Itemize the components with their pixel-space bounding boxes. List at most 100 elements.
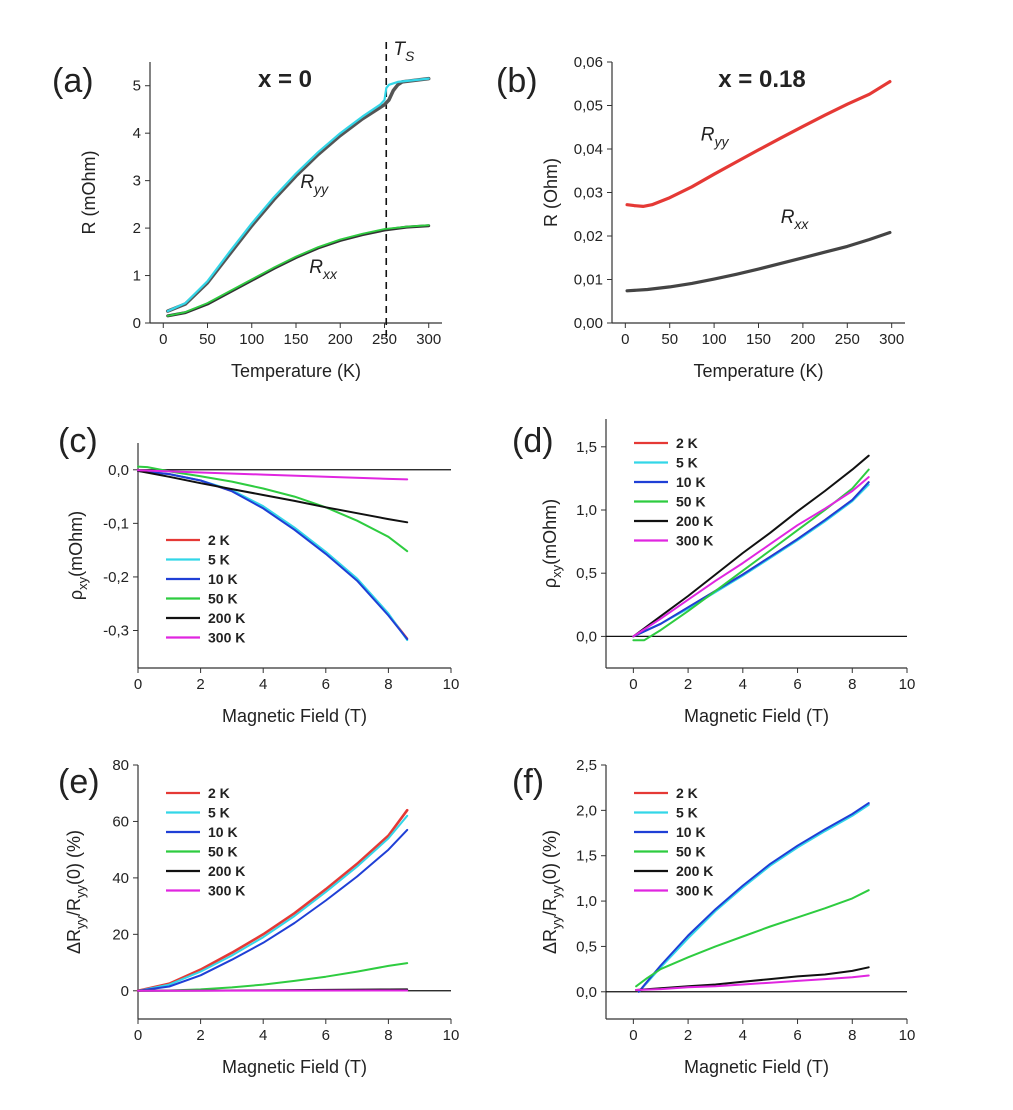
- x-tick-label: 150: [746, 331, 771, 348]
- x-tick-label: 0: [159, 331, 167, 348]
- series-line-b-1: [625, 230, 892, 293]
- x-tick-label: 8: [384, 1027, 392, 1044]
- y-tick-label: -0,2: [103, 569, 129, 586]
- x-tick-label: 10: [443, 1027, 460, 1044]
- x-tick-label: 4: [739, 676, 747, 693]
- legend-entry: 50 K: [208, 844, 238, 860]
- x-tick-label: 8: [848, 1027, 856, 1044]
- x-tick-label: 8: [384, 676, 392, 693]
- series-line-f-5: [635, 974, 870, 991]
- y-tick-label: 0,5: [576, 938, 597, 955]
- series-line-d-5: [632, 476, 870, 638]
- legend-entry: 10 K: [676, 824, 706, 840]
- legend-entry: 300 K: [676, 883, 713, 899]
- series-line-e-2: [137, 828, 409, 992]
- x-tick-label: 4: [259, 676, 267, 693]
- y-axis-label: ΔRyy/Ryy(0) (%): [540, 830, 564, 954]
- annotation-Ryy: Ryy: [701, 124, 730, 149]
- series-line-c-5: [137, 469, 409, 481]
- y-tick-label: 0,04: [574, 141, 603, 158]
- x-tick-label: 10: [899, 676, 916, 693]
- x-tick-label: 200: [790, 331, 815, 348]
- y-tick-label: 80: [112, 757, 129, 774]
- x-tick-label: 2: [196, 676, 204, 693]
- series-line-a-0: [165, 76, 431, 313]
- legend-entry: 5 K: [676, 805, 698, 821]
- legend: 2 K 5 K 10 K 50 K 200 K 300 K: [634, 785, 713, 899]
- legend-entry: 5 K: [208, 805, 230, 821]
- legend-entry: 50 K: [676, 844, 706, 860]
- legend-entry: 10 K: [208, 571, 238, 587]
- x-tick-label: 200: [328, 331, 353, 348]
- y-tick-label: 0,0: [576, 984, 597, 1001]
- panel-label: (b): [496, 62, 538, 100]
- x-tick-label: 250: [835, 331, 860, 348]
- y-tick-label: 0,0: [108, 462, 129, 479]
- x-axis-label: Temperature (K): [693, 361, 823, 381]
- y-tick-label: 2,0: [576, 802, 597, 819]
- x-tick-label: 6: [793, 1027, 801, 1044]
- y-axis-label: ρxy(mOhm): [66, 511, 90, 600]
- y-tick-label: 0,01: [574, 272, 603, 289]
- chart-panel-d: 0 2 4 6 8 10 0,0 0,5 1,0 1,5 Magnetic Field (T) ρxy…: [512, 419, 915, 726]
- series-line-d-2: [632, 481, 870, 638]
- legend-entry: 2 K: [208, 532, 230, 548]
- x-tick-label: 10: [899, 1027, 916, 1044]
- annotation-Rxx: Rxx: [309, 257, 338, 282]
- y-tick-label: 1,5: [576, 439, 597, 456]
- y-tick-label: 1,0: [576, 502, 597, 519]
- y-tick-label: 20: [112, 926, 129, 943]
- x-tick-label: 4: [739, 1027, 747, 1044]
- series-line-a-2: [166, 224, 431, 318]
- x-tick-label: 6: [322, 1027, 330, 1044]
- x-tick-label: 0: [629, 1027, 637, 1044]
- chart-title: x = 0.18: [718, 66, 805, 93]
- chart-panel-f: 0 2 4 6 8 10 0,0 0,5 1,0 1,5 2,0 2,5 Magnetic Field …: [512, 757, 915, 1077]
- chart-panel-e: 0 2 4 6 8 10 0 20 40 60 80 Magnetic Field (T) ΔRyy/R…: [58, 757, 459, 1077]
- y-tick-label: 0,00: [574, 315, 603, 332]
- legend: 2 K 5 K 10 K 50 K 200 K 300 K: [634, 435, 713, 549]
- legend-entry: 10 K: [208, 824, 238, 840]
- x-tick-label: 0: [629, 676, 637, 693]
- x-tick-label: 6: [322, 676, 330, 693]
- legend-entry: 200 K: [676, 863, 713, 879]
- y-tick-label: 4: [133, 125, 141, 142]
- panel-label: (c): [58, 422, 98, 460]
- y-axis-label: ΔRyy/Ryy(0) (%): [64, 830, 88, 954]
- x-tick-label: 300: [416, 331, 441, 348]
- chart-panel-c: 0 2 4 6 8 10 -0,3 -0,2 -0,1 0,0 Magnetic Field (T)…: [58, 422, 459, 726]
- annotation-Rxx: Rxx: [781, 207, 810, 232]
- legend-entry: 300 K: [676, 533, 713, 549]
- legend: 2 K 5 K 10 K 50 K 200 K 300 K: [166, 532, 245, 646]
- x-tick-label: 2: [684, 1027, 692, 1044]
- series-line-c-4: [137, 469, 409, 524]
- y-tick-label: 0,05: [574, 98, 603, 115]
- y-tick-label: 1,0: [576, 893, 597, 910]
- y-tick-label: 0,02: [574, 228, 603, 245]
- x-tick-label: 50: [661, 331, 678, 348]
- y-tick-label: 0,5: [576, 565, 597, 582]
- chart-panel-a: 0 50 100 150 200 250 300 0 1 2 3 4 5 Temperature (K) R…: [52, 39, 442, 381]
- series-line-e-0: [136, 808, 409, 993]
- legend-entry: 200 K: [208, 863, 245, 879]
- y-tick-label: 0: [133, 315, 141, 332]
- series-line-c-3: [137, 465, 409, 553]
- legend-entry: 200 K: [676, 513, 713, 529]
- y-tick-label: 60: [112, 813, 129, 830]
- x-tick-label: 0: [134, 676, 142, 693]
- y-tick-label: 5: [133, 78, 141, 95]
- legend-entry: 5 K: [676, 455, 698, 471]
- x-tick-label: 50: [199, 331, 216, 348]
- y-tick-label: 2,5: [576, 757, 597, 774]
- x-tick-label: 100: [239, 331, 264, 348]
- series-line-b-0: [625, 79, 892, 208]
- x-axis-label: Magnetic Field (T): [684, 706, 829, 726]
- legend-entry: 200 K: [208, 610, 245, 626]
- y-tick-label: -0,3: [103, 623, 129, 640]
- legend-entry: 2 K: [208, 785, 230, 801]
- y-tick-label: 0,06: [574, 54, 603, 71]
- series-line-c-2: [137, 469, 409, 641]
- legend-entry: 50 K: [208, 591, 238, 607]
- x-axis-label: Temperature (K): [231, 361, 361, 381]
